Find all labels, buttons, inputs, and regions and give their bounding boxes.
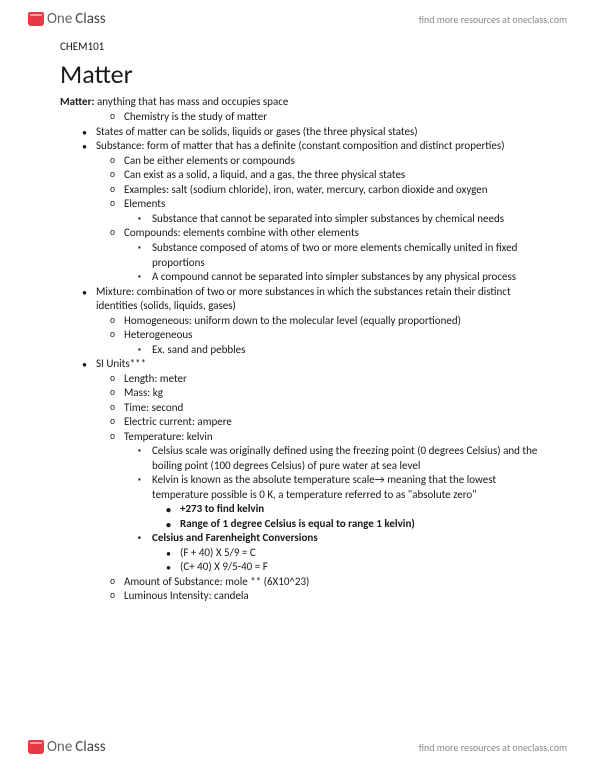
- matter-definition: Matter: anything that has mass and occup…: [60, 95, 541, 110]
- list-item: Amount of Substance: mole ** (6X10^23): [124, 575, 541, 590]
- list-item: Luminous Intensity: candela: [124, 589, 541, 604]
- list-item: A compound cannot be separated into simp…: [152, 270, 541, 285]
- brand-one: One: [47, 738, 72, 756]
- list-item: (F + 40) X 5/9 = C: [180, 546, 541, 561]
- book-icon: [28, 740, 44, 754]
- list-item: Electric current: ampere: [124, 415, 541, 430]
- brand-class: Class: [75, 10, 105, 28]
- list-item: Mixture: combination of two or more subs…: [96, 285, 541, 314]
- list-item: Mass: kg: [124, 386, 541, 401]
- list-item: Compounds: elements combine with other e…: [124, 226, 541, 241]
- site-footer: OneClass find more resources at oneclass…: [0, 732, 595, 762]
- list-item: Time: second: [124, 401, 541, 416]
- def-term: Matter:: [60, 95, 95, 108]
- footer-tagline[interactable]: find more resources at oneclass.com: [419, 741, 567, 754]
- list-item: (C+ 40) X 9/5-40 = F: [180, 560, 541, 575]
- site-header: OneClass find more resources at oneclass…: [0, 0, 595, 34]
- book-icon: [28, 12, 44, 26]
- list-item: Substance that cannot be separated into …: [152, 212, 541, 227]
- list-item: Celsius and Farenheight Conversions: [152, 531, 541, 546]
- def-body: anything that has mass and occupies spac…: [95, 95, 289, 108]
- list-item: Homogeneous: uniform down to the molecul…: [124, 314, 541, 329]
- list-item: Temperature: kelvin: [124, 430, 541, 445]
- brand-class: Class: [75, 738, 105, 756]
- list-item: Examples: salt (sodium chloride), iron, …: [124, 183, 541, 198]
- list-item: Elements: [124, 197, 541, 212]
- list-item: Ex. sand and pebbles: [152, 343, 541, 358]
- brand-one: One: [47, 10, 72, 28]
- list-item: Can be either elements or compounds: [124, 154, 541, 169]
- notes-outline: Chemistry is the study of matterStates o…: [60, 110, 541, 604]
- brand-logo-footer[interactable]: OneClass: [28, 738, 106, 756]
- list-item: Length: meter: [124, 372, 541, 387]
- brand-logo[interactable]: OneClass: [28, 10, 106, 28]
- list-item: Substance: form of matter that has a def…: [96, 139, 541, 154]
- header-tagline[interactable]: find more resources at oneclass.com: [419, 13, 567, 26]
- course-code: CHEM101: [60, 40, 541, 55]
- list-item: Substance composed of atoms of two or mo…: [152, 241, 541, 270]
- list-item: Kelvin is known as the absolute temperat…: [152, 473, 541, 502]
- list-item: Can exist as a solid, a liquid, and a ga…: [124, 168, 541, 183]
- list-item: Chemistry is the study of matter: [124, 110, 541, 125]
- list-item: SI Units***: [96, 357, 541, 372]
- list-item: Range of 1 degree Celsius is equal to ra…: [180, 517, 541, 532]
- list-item: States of matter can be solids, liquids …: [96, 125, 541, 140]
- list-item: +273 to find kelvin: [180, 502, 541, 517]
- page-title: Matter: [60, 57, 541, 91]
- document-body: CHEM101 Matter Matter: anything that has…: [0, 34, 595, 604]
- list-item: Heterogeneous: [124, 328, 541, 343]
- list-item: Celsius scale was originally defined usi…: [152, 444, 541, 473]
